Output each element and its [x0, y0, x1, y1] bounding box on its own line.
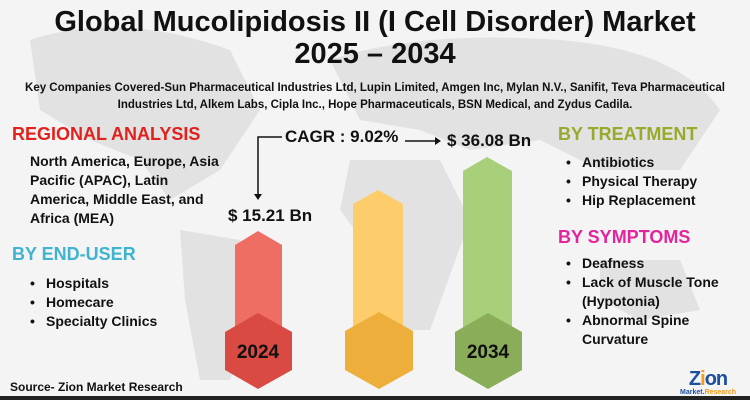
end-value: $ 36.08 Bn — [447, 131, 532, 150]
list-item: Specialty Clinics — [30, 312, 157, 331]
arrow-right-icon — [435, 137, 441, 145]
symptoms-heading: BY SYMPTOMS — [558, 227, 691, 247]
list-item: Hospitals — [30, 274, 157, 293]
list-item: Abnormal Spine Curvature — [566, 311, 746, 349]
list-item: Antibiotics — [566, 153, 697, 172]
treatment-heading: BY TREATMENT — [558, 124, 698, 144]
list-item: Deafness — [566, 254, 746, 273]
cagr-connector — [257, 136, 282, 195]
regional-heading: REGIONAL ANALYSIS — [12, 124, 201, 144]
bar-middle — [353, 190, 403, 340]
source-label: Source- Zion Market Research — [10, 380, 183, 394]
hexagon-2024 — [225, 313, 292, 389]
page-title: Global Mucolipidosis II (I Cell Disorder… — [0, 6, 750, 70]
start-value: $ 15.21 Bn — [228, 206, 313, 225]
cagr-label: CAGR : 9.02% — [285, 127, 399, 146]
bar-2034 — [463, 157, 512, 340]
treatment-list: Antibiotics Physical Therapy Hip Replace… — [566, 153, 697, 210]
hexagon-2034 — [455, 313, 522, 389]
end-user-list: Hospitals Homecare Specialty Clinics — [30, 274, 157, 331]
zion-logo: Zion Market.Research — [680, 368, 737, 396]
regional-text: North America, Europe, Asia Pacific (APA… — [30, 153, 219, 226]
title-line-2: 2025 – 2034 — [294, 38, 456, 70]
list-item: Hip Replacement — [566, 191, 697, 210]
list-item: Homecare — [30, 293, 157, 312]
arrow-down-icon — [254, 194, 262, 200]
end-user-heading: BY END-USER — [12, 244, 136, 264]
list-item: Physical Therapy — [566, 172, 697, 191]
bar-2024 — [235, 231, 282, 340]
title-line-1: Global Mucolipidosis II (I Cell Disorder… — [54, 6, 696, 38]
hexagon-middle — [345, 312, 413, 389]
symptoms-list: Deafness Lack of Muscle Tone (Hypotonia)… — [566, 254, 746, 349]
year-end: 2034 — [467, 342, 510, 363]
list-item: Lack of Muscle Tone (Hypotonia) — [566, 273, 746, 311]
year-start: 2024 — [237, 342, 280, 363]
key-companies: Key Companies Covered-Sun Pharmaceutical… — [25, 82, 725, 111]
bottom-border — [0, 396, 750, 400]
